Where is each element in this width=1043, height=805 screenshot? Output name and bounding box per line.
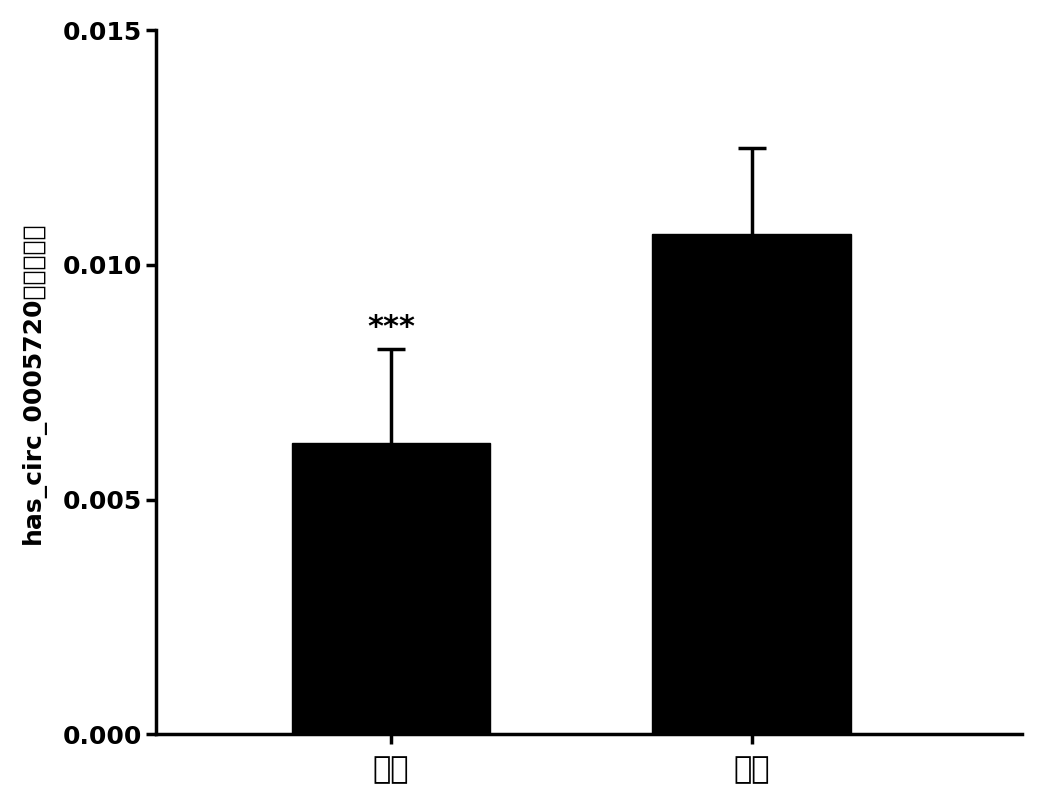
- Text: ***: ***: [367, 313, 415, 342]
- Bar: [292, 444, 490, 734]
- Bar: [653, 234, 851, 734]
- Y-axis label: has_circ_0005720的表达水平: has_circ_0005720的表达水平: [21, 221, 46, 543]
